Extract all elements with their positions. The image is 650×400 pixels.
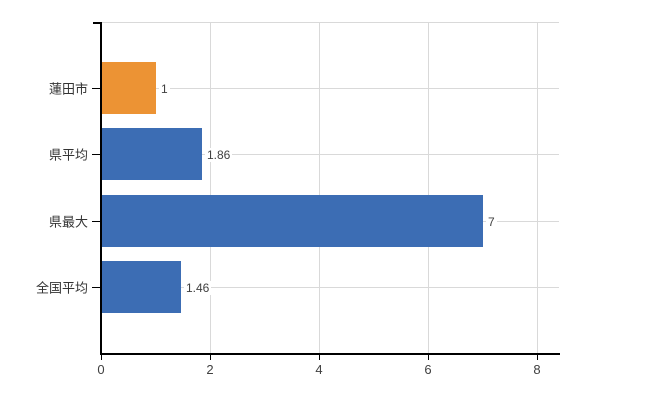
x-tick [428, 355, 429, 360]
bar [102, 195, 483, 247]
x-axis [100, 353, 560, 355]
category-label: 県最大 [48, 214, 88, 230]
y-tick [92, 287, 100, 288]
x-gridline [537, 22, 538, 353]
y-axis [100, 22, 102, 355]
bar-value-label: 7 [486, 215, 497, 229]
y-gridline [101, 154, 559, 155]
bar [102, 128, 202, 180]
bar-value-label: 1 [159, 82, 170, 96]
bar [102, 62, 156, 114]
x-tick [537, 355, 538, 360]
x-gridline [428, 22, 429, 353]
bar-value-label: 1.86 [205, 148, 233, 162]
bar [102, 261, 181, 313]
category-label: 蓮田市 [48, 81, 88, 97]
x-gridline [210, 22, 211, 353]
y-tick [92, 88, 100, 89]
x-tick-label: 8 [533, 362, 541, 377]
y-gridline [101, 88, 559, 89]
plot-top-border [101, 22, 559, 23]
category-label: 全国平均 [35, 280, 88, 296]
x-tick [319, 355, 320, 360]
bar-value-label: 1.46 [184, 281, 212, 295]
x-tick [210, 355, 211, 360]
y-axis-end-tick [93, 22, 100, 24]
x-tick-label: 2 [206, 362, 214, 377]
category-label: 県平均 [48, 147, 88, 163]
y-gridline [101, 287, 559, 288]
x-tick [101, 355, 102, 360]
x-tick-label: 6 [424, 362, 432, 377]
x-tick-label: 4 [315, 362, 323, 377]
y-tick [92, 221, 100, 222]
x-gridline [319, 22, 320, 353]
x-tick-label: 0 [97, 362, 105, 377]
y-tick [92, 154, 100, 155]
